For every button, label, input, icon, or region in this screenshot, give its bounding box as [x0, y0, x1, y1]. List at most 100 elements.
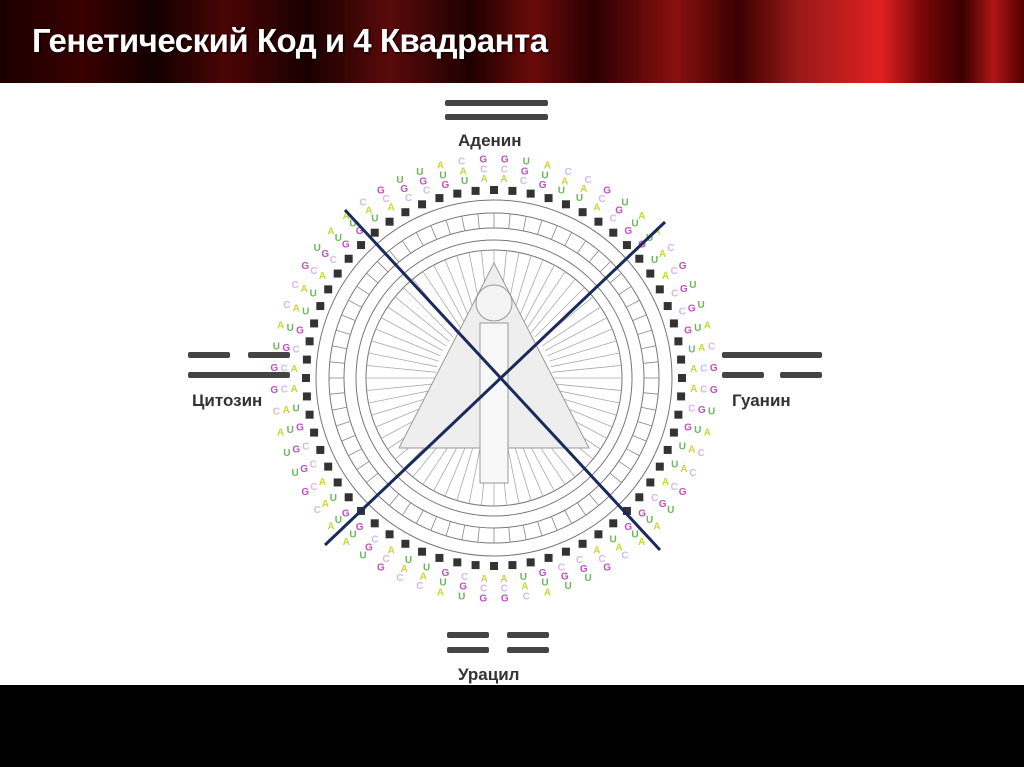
svg-text:C: C — [292, 280, 299, 291]
svg-text:C: C — [520, 176, 527, 187]
svg-text:U: U — [694, 323, 701, 334]
svg-text:U: U — [416, 167, 423, 178]
svg-text:U: U — [621, 197, 628, 208]
svg-text:U: U — [646, 515, 653, 526]
svg-text:U: U — [576, 193, 583, 204]
svg-text:C: C — [461, 572, 468, 583]
svg-text:U: U — [631, 218, 638, 229]
svg-text:A: A — [544, 587, 551, 598]
svg-text:U: U — [584, 573, 591, 584]
svg-text:U: U — [439, 578, 446, 589]
svg-text:C: C — [281, 384, 288, 395]
trigram-top — [445, 100, 548, 120]
svg-text:C: C — [689, 468, 696, 479]
svg-text:C: C — [598, 194, 605, 205]
svg-text:A: A — [662, 271, 669, 282]
svg-text:G: G — [688, 303, 696, 314]
svg-text:C: C — [458, 156, 465, 167]
svg-text:U: U — [558, 186, 565, 197]
svg-text:G: G — [501, 594, 509, 605]
svg-text:G: G — [400, 184, 408, 195]
svg-text:G: G — [624, 522, 632, 533]
svg-text:A: A — [688, 445, 695, 456]
svg-text:A: A — [580, 184, 587, 195]
svg-text:U: U — [458, 592, 465, 603]
svg-text:C: C — [281, 364, 288, 375]
svg-text:C: C — [558, 562, 565, 573]
svg-text:C: C — [679, 307, 686, 318]
svg-text:U: U — [541, 578, 548, 589]
svg-text:U: U — [371, 213, 378, 224]
svg-text:U: U — [287, 323, 294, 334]
svg-text:C: C — [598, 554, 605, 565]
cross-line-1 — [343, 208, 662, 552]
slide-footer-bar — [0, 685, 1024, 767]
svg-text:A: A — [704, 321, 711, 332]
svg-text:G: G — [301, 261, 309, 272]
svg-text:G: G — [300, 464, 308, 475]
svg-text:C: C — [283, 300, 290, 311]
svg-text:G: G — [638, 508, 646, 519]
svg-text:G: G — [377, 563, 385, 574]
svg-text:U: U — [523, 156, 530, 167]
svg-text:G: G — [684, 423, 692, 434]
svg-text:A: A — [283, 405, 290, 416]
svg-text:C: C — [416, 581, 423, 592]
svg-text:A: A — [319, 477, 326, 488]
svg-text:G: G — [459, 582, 467, 593]
svg-text:C: C — [698, 448, 705, 459]
svg-text:U: U — [708, 406, 715, 417]
svg-text:G: G — [603, 185, 611, 196]
svg-text:C: C — [621, 551, 628, 562]
svg-text:U: U — [439, 170, 446, 181]
svg-text:A: A — [500, 174, 507, 185]
svg-text:U: U — [314, 243, 321, 254]
svg-text:G: G — [442, 568, 450, 579]
svg-text:A: A — [301, 284, 308, 295]
svg-text:G: G — [479, 154, 487, 165]
svg-text:A: A — [343, 211, 350, 222]
svg-text:U: U — [671, 460, 678, 471]
svg-text:C: C — [359, 197, 366, 208]
svg-text:A: A — [653, 226, 660, 237]
svg-text:G: G — [615, 205, 623, 216]
svg-text:G: G — [301, 487, 309, 498]
svg-text:U: U — [564, 581, 571, 592]
svg-text:G: G — [365, 543, 373, 554]
svg-text:U: U — [541, 170, 548, 181]
svg-text:U: U — [335, 233, 342, 244]
svg-text:C: C — [671, 482, 678, 493]
svg-text:G: G — [539, 568, 547, 579]
svg-text:U: U — [694, 425, 701, 436]
wheel: A C GC G UG U AU A CU A CA C GCGUGUAGUAUACACGCGUCGUG… — [270, 154, 717, 604]
svg-text:C: C — [651, 493, 658, 504]
svg-text:C: C — [584, 175, 591, 186]
svg-text:U: U — [287, 425, 294, 436]
svg-text:C: C — [405, 193, 412, 204]
svg-text:A: A — [388, 202, 395, 213]
svg-text:A: A — [460, 166, 467, 177]
svg-text:A: A — [322, 499, 329, 510]
svg-text:A: A — [593, 546, 600, 557]
trigram-right — [722, 352, 822, 378]
svg-text:A: A — [481, 174, 488, 185]
cross-line-2 — [323, 220, 667, 547]
label-cytosine: Цитозин — [192, 391, 263, 410]
svg-text:A: A — [365, 205, 372, 216]
svg-text:A: A — [327, 522, 334, 533]
svg-text:A: A — [293, 303, 300, 314]
svg-text:U: U — [631, 530, 638, 541]
label-uracil: Урацил — [458, 665, 520, 684]
svg-text:C: C — [480, 584, 487, 595]
svg-text:G: G — [501, 154, 509, 165]
svg-text:C: C — [371, 535, 378, 546]
svg-text:G: G — [442, 180, 450, 191]
svg-text:C: C — [501, 584, 508, 595]
svg-text:A: A — [521, 582, 528, 593]
svg-text:G: G — [296, 325, 304, 336]
svg-text:C: C — [293, 345, 300, 356]
svg-text:A: A — [420, 572, 427, 583]
svg-text:C: C — [330, 255, 337, 266]
svg-text:A: A — [698, 343, 705, 354]
svg-text:C: C — [382, 194, 389, 205]
